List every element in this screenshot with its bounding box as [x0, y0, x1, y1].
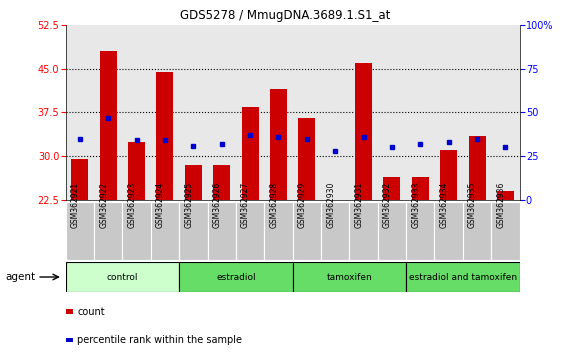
Bar — [327, 200, 344, 203]
Bar — [435, 202, 463, 260]
Text: agent: agent — [6, 272, 36, 282]
Text: GSM362923: GSM362923 — [127, 182, 136, 228]
Text: GSM362921: GSM362921 — [71, 182, 80, 228]
Text: count: count — [77, 307, 104, 316]
Bar — [100, 51, 116, 200]
Text: GSM362929: GSM362929 — [298, 182, 307, 228]
Bar — [293, 262, 406, 292]
Bar — [298, 118, 315, 200]
Text: GSM362931: GSM362931 — [355, 182, 364, 228]
Bar — [406, 262, 520, 292]
Bar — [236, 202, 264, 260]
Bar — [463, 202, 491, 260]
Bar — [66, 262, 179, 292]
Bar — [242, 107, 259, 200]
Bar — [94, 202, 122, 260]
Text: GSM362933: GSM362933 — [411, 182, 420, 228]
Text: percentile rank within the sample: percentile rank within the sample — [77, 335, 242, 345]
Text: GSM362930: GSM362930 — [326, 182, 335, 228]
Bar — [122, 202, 151, 260]
Bar — [179, 262, 292, 292]
Text: GSM362927: GSM362927 — [241, 182, 250, 228]
Text: GSM362924: GSM362924 — [156, 182, 165, 228]
Bar — [128, 142, 145, 200]
Bar — [207, 202, 236, 260]
Bar — [440, 150, 457, 200]
Bar — [270, 89, 287, 200]
Bar — [355, 63, 372, 200]
Bar — [151, 202, 179, 260]
Text: GSM362922: GSM362922 — [99, 182, 108, 228]
Bar — [293, 202, 321, 260]
Bar — [469, 136, 485, 200]
Bar — [264, 202, 292, 260]
Text: tamoxifen: tamoxifen — [327, 273, 372, 281]
Bar — [384, 177, 400, 200]
Text: estradiol and tamoxifen: estradiol and tamoxifen — [409, 273, 517, 281]
Bar — [71, 159, 89, 200]
Bar — [179, 202, 207, 260]
Bar — [185, 165, 202, 200]
Bar — [412, 177, 429, 200]
Text: GSM362936: GSM362936 — [496, 182, 505, 228]
Text: GDS5278 / MmugDNA.3689.1.S1_at: GDS5278 / MmugDNA.3689.1.S1_at — [180, 9, 391, 22]
Text: GSM362928: GSM362928 — [270, 182, 279, 228]
Text: GSM362934: GSM362934 — [440, 182, 449, 228]
Text: GSM362935: GSM362935 — [468, 182, 477, 228]
Bar — [349, 202, 378, 260]
Bar — [497, 191, 514, 200]
Text: control: control — [107, 273, 138, 281]
Text: GSM362926: GSM362926 — [213, 182, 222, 228]
Text: estradiol: estradiol — [216, 273, 256, 281]
Bar — [321, 202, 349, 260]
Bar — [406, 202, 435, 260]
Text: GSM362932: GSM362932 — [383, 182, 392, 228]
Text: GSM362925: GSM362925 — [184, 182, 194, 228]
Bar — [491, 202, 520, 260]
Bar — [213, 165, 230, 200]
Bar — [66, 202, 94, 260]
Bar — [378, 202, 406, 260]
Bar — [156, 72, 174, 200]
